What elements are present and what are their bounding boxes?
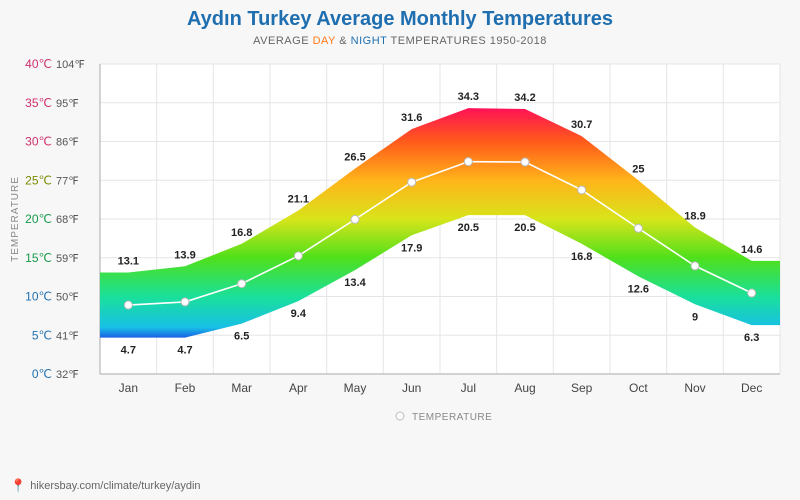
night-value-label: 9.4 (291, 308, 307, 320)
x-tick-month: Dec (741, 381, 762, 395)
y-tick-celsius: 25℃ (25, 173, 52, 187)
x-tick-month: Aug (514, 381, 535, 395)
y-tick-fahrenheit: 59℉ (56, 253, 79, 265)
avg-marker (294, 252, 302, 260)
night-value-label: 20.5 (514, 222, 535, 234)
x-tick-month: Mar (231, 381, 252, 395)
x-tick-month: Oct (629, 381, 648, 395)
y-tick-fahrenheit: 104℉ (56, 59, 85, 71)
subtitle-suffix: TEMPERATURES 1950-2018 (387, 35, 547, 47)
avg-marker (408, 178, 416, 186)
avg-marker (748, 289, 756, 297)
avg-marker (521, 158, 529, 166)
day-value-label: 14.6 (741, 244, 762, 256)
temperature-chart: 0℃ 32℉ 5℃ 41℉ 10℃ 50℉ 15℃ 59℉ 20℃ 68℉ 25℃ 77℉ 30℃ 86℉… (0, 54, 800, 444)
night-value-label: 6.5 (234, 331, 249, 343)
avg-marker (634, 224, 642, 232)
day-value-label: 13.1 (118, 255, 139, 267)
y-tick-celsius: 10℃ (25, 290, 52, 304)
y-tick-fahrenheit: 68℉ (56, 214, 79, 226)
avg-marker (238, 280, 246, 288)
legend-marker (396, 412, 404, 420)
chart-title: Aydın Turkey Average Monthly Temperature… (0, 0, 800, 31)
y-axis-title: TEMPERATURE (10, 176, 21, 262)
avg-marker (181, 298, 189, 306)
y-tick-fahrenheit: 77℉ (56, 175, 79, 187)
y-tick-celsius: 15℃ (25, 251, 52, 265)
x-tick-month: Nov (684, 381, 705, 395)
night-value-label: 4.7 (177, 345, 192, 357)
day-value-label: 26.5 (344, 152, 365, 164)
pin-icon: 📍 (10, 478, 26, 494)
y-tick-fahrenheit: 41℉ (56, 330, 79, 342)
legend-label: TEMPERATURE (412, 412, 492, 423)
source-footer: 📍 hikersbay.com/climate/turkey/aydin (10, 478, 201, 494)
x-tick-month: Sep (571, 381, 593, 395)
night-value-label: 4.7 (121, 345, 136, 357)
day-value-label: 18.9 (684, 211, 705, 223)
x-tick-month: Jan (119, 381, 138, 395)
y-tick-celsius: 0℃ (32, 367, 52, 381)
subtitle-day: DAY (313, 35, 336, 47)
x-tick-month: Apr (289, 381, 308, 395)
night-value-label: 16.8 (571, 251, 592, 263)
day-value-label: 21.1 (288, 193, 309, 205)
y-tick-celsius: 40℃ (25, 57, 52, 71)
night-value-label: 6.3 (744, 332, 759, 344)
night-value-label: 20.5 (458, 222, 479, 234)
day-value-label: 13.9 (174, 249, 195, 261)
day-value-label: 34.3 (458, 91, 479, 103)
x-tick-month: Jun (402, 381, 421, 395)
avg-marker (578, 186, 586, 194)
source-url: hikersbay.com/climate/turkey/aydin (30, 480, 200, 492)
y-tick-fahrenheit: 86℉ (56, 137, 79, 149)
avg-marker (351, 215, 359, 223)
y-tick-fahrenheit: 95℉ (56, 98, 79, 110)
day-value-label: 16.8 (231, 227, 252, 239)
day-value-label: 30.7 (571, 119, 592, 131)
night-value-label: 12.6 (628, 283, 649, 295)
day-value-label: 34.2 (514, 92, 535, 104)
x-tick-month: Jul (461, 381, 476, 395)
chart-subtitle: AVERAGE DAY & NIGHT TEMPERATURES 1950-20… (0, 31, 800, 47)
x-tick-month: May (344, 381, 367, 395)
y-tick-celsius: 35℃ (25, 96, 52, 110)
subtitle-night: NIGHT (351, 35, 388, 47)
y-tick-fahrenheit: 32℉ (56, 369, 79, 381)
y-tick-celsius: 5℃ (32, 328, 52, 342)
night-value-label: 17.9 (401, 242, 422, 254)
day-value-label: 31.6 (401, 112, 422, 124)
avg-marker (691, 262, 699, 270)
subtitle-prefix: AVERAGE (253, 35, 312, 47)
day-value-label: 25 (632, 163, 644, 175)
night-value-label: 13.4 (344, 277, 366, 289)
y-tick-celsius: 20℃ (25, 212, 52, 226)
x-tick-month: Feb (175, 381, 196, 395)
avg-marker (464, 158, 472, 166)
y-tick-fahrenheit: 50℉ (56, 292, 79, 304)
subtitle-amp: & (336, 35, 351, 47)
y-tick-celsius: 30℃ (25, 135, 52, 149)
night-value-label: 9 (692, 311, 698, 323)
avg-marker (124, 301, 132, 309)
